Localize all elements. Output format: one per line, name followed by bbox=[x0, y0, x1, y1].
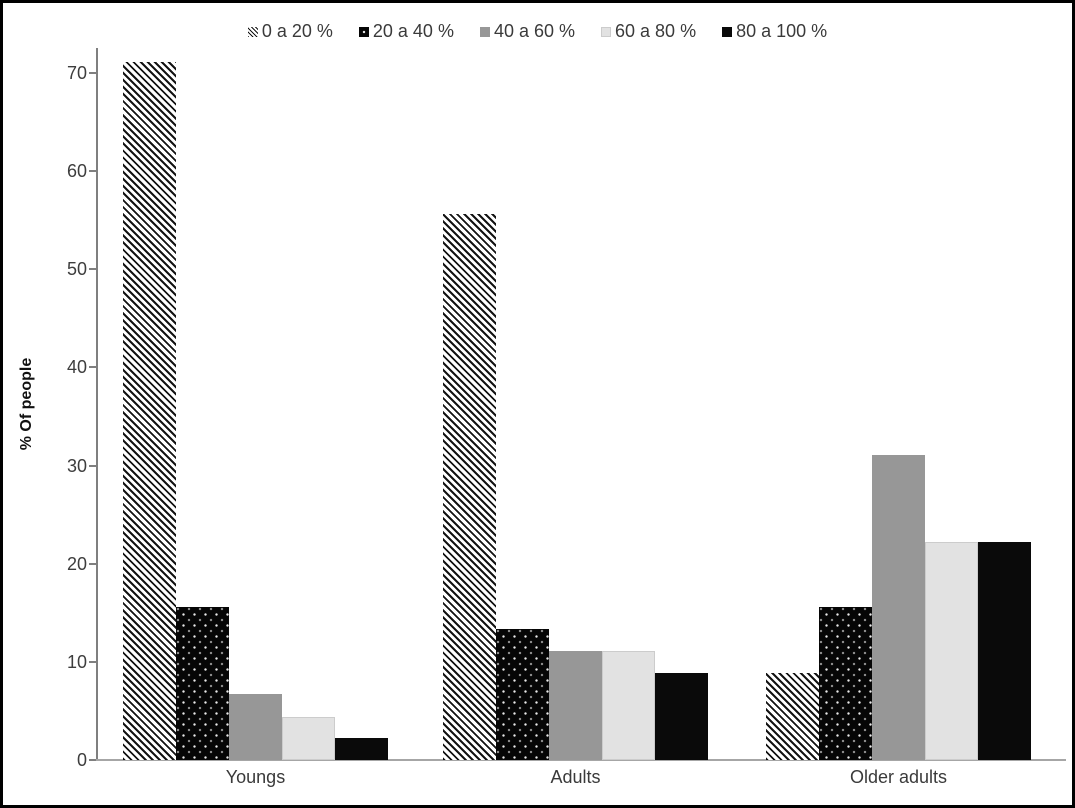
y-tick-mark bbox=[89, 268, 96, 271]
legend-item-0-a-20: 0 a 20 % bbox=[247, 21, 333, 42]
x-category-label-older-adults: Older adults bbox=[849, 767, 948, 787]
legend-swatch-diagonal-hatch-icon bbox=[247, 26, 258, 37]
legend-item-80-a-100: 80 a 100 % bbox=[722, 21, 827, 42]
x-category-label-youngs: Youngs bbox=[225, 767, 286, 787]
legend-label: 40 a 60 % bbox=[493, 21, 576, 41]
legend-item-40-a-60: 40 a 60 % bbox=[479, 21, 576, 42]
y-tick-label-10: 10 bbox=[66, 651, 87, 672]
bar-youngs-40-a-60 bbox=[229, 694, 282, 760]
y-tick-label-0: 0 bbox=[76, 750, 87, 770]
bar-older-adults-0-a-20 bbox=[766, 673, 819, 760]
bar-adults-60-a-80 bbox=[602, 651, 655, 760]
legend-label: 60 a 80 % bbox=[615, 21, 697, 41]
legend-swatch-solid-black-icon bbox=[722, 26, 733, 37]
bar-youngs-60-a-80 bbox=[282, 717, 335, 760]
bar-adults-0-a-20 bbox=[443, 214, 496, 760]
legend-swatch-solid-gray-icon bbox=[479, 26, 490, 37]
y-tick-label-20: 20 bbox=[66, 553, 87, 574]
x-category-label-adults: Adults bbox=[550, 767, 601, 787]
legend-label: 20 a 40 % bbox=[372, 21, 454, 41]
y-tick-mark bbox=[89, 72, 96, 75]
bar-older-adults-80-a-100 bbox=[978, 542, 1031, 760]
bar-youngs-0-a-20 bbox=[123, 62, 176, 760]
y-tick-mark bbox=[89, 759, 96, 761]
y-tick-label-60: 60 bbox=[66, 161, 87, 182]
y-tick-label-30: 30 bbox=[66, 455, 87, 476]
y-tick-mark bbox=[89, 464, 96, 467]
y-tick-mark bbox=[89, 366, 96, 369]
bar-adults-40-a-60 bbox=[549, 651, 602, 760]
y-axis-title: % Of people bbox=[18, 357, 35, 451]
y-tick-mark bbox=[89, 170, 96, 173]
legend-item-60-a-80: 60 a 80 % bbox=[601, 21, 696, 42]
y-tick-mark bbox=[89, 562, 96, 565]
bar-adults-80-a-100 bbox=[655, 673, 708, 760]
y-tick-label-50: 50 bbox=[66, 259, 87, 280]
bar-older-adults-20-a-40 bbox=[819, 607, 872, 760]
bar-older-adults-60-a-80 bbox=[925, 542, 978, 760]
legend-label: 80 a 100 % bbox=[736, 21, 828, 41]
y-axis-line bbox=[96, 48, 98, 761]
x-axis-baseline bbox=[96, 759, 1066, 761]
legend-swatch-solid-light-gray-icon bbox=[601, 26, 612, 37]
y-tick-label-70: 70 bbox=[66, 63, 87, 84]
legend-label: 0 a 20 % bbox=[261, 21, 333, 41]
chart-legend: 0 a 20 % 20 a 40 % 40 a 60 % 60 a 80 % 80 a … bbox=[3, 21, 1072, 42]
y-tick-mark bbox=[89, 660, 96, 663]
bar-youngs-20-a-40 bbox=[176, 607, 229, 760]
y-tick-label-40: 40 bbox=[66, 357, 87, 378]
bar-older-adults-40-a-60 bbox=[872, 455, 925, 760]
bar-youngs-80-a-100 bbox=[335, 738, 388, 760]
bar-adults-20-a-40 bbox=[496, 629, 549, 760]
legend-item-20-a-40: 20 a 40 % bbox=[358, 21, 454, 42]
legend-swatch-black-white-dots-icon bbox=[358, 26, 369, 37]
